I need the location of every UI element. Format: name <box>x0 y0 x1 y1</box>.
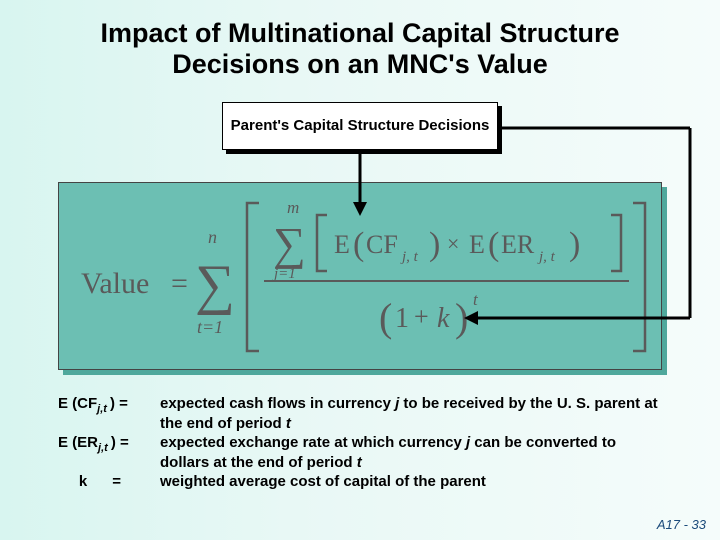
er-sub: j,t <box>98 442 111 454</box>
num-close1: ) <box>429 226 440 263</box>
num-close2: ) <box>569 226 580 263</box>
value-formula-box: Value = n ∑ t=1 m ∑ j=1 E ( <box>58 182 662 370</box>
num-CF: CF <box>366 230 398 259</box>
num-CF-sub: j, t <box>400 249 419 265</box>
formula-face: Value = n ∑ t=1 m ∑ j=1 E ( <box>58 182 662 370</box>
def-row-cf: E (CFj,t ) = expected cash flows in curr… <box>58 394 668 433</box>
num-right-bracket <box>611 215 621 271</box>
definitions: E (CFj,t ) = expected cash flows in curr… <box>58 394 668 492</box>
num-times: × <box>447 231 459 256</box>
cf-sub: j,t <box>97 403 110 415</box>
den-close: ) <box>455 295 468 340</box>
num-E1: E <box>334 230 350 259</box>
box-face: Parent's Capital Structure Decisions <box>222 102 498 150</box>
num-E2: E <box>469 230 485 259</box>
num-left-bracket <box>317 215 327 271</box>
formula-svg: Value = n ∑ t=1 m ∑ j=1 E ( <box>59 183 663 371</box>
outer-sum-sym: ∑ <box>195 254 235 316</box>
num-open2: ( <box>488 226 499 263</box>
den-open: ( <box>379 295 392 340</box>
def-term-er: E (ERj,t ) = <box>58 433 160 472</box>
def-body-k: weighted average cost of capital of the … <box>160 472 668 492</box>
num-ER-sub: j, t <box>537 249 556 265</box>
den-k: k <box>437 303 450 334</box>
inner-sum-top: m <box>287 198 299 217</box>
left-bracket <box>247 203 259 351</box>
slide-title: Impact of Multinational Capital Structur… <box>0 0 720 88</box>
den-one: 1 <box>395 303 409 334</box>
num-open1: ( <box>353 226 364 263</box>
right-bracket <box>633 203 645 351</box>
def-row-k: k = weighted average cost of capital of … <box>58 472 668 492</box>
outer-sum-bot: t=1 <box>197 317 223 337</box>
den-plus: + <box>414 302 429 331</box>
inner-sum-sym: ∑ <box>273 218 306 269</box>
eq-sign: = <box>171 267 188 300</box>
def-body-er: expected exchange rate at which currency… <box>160 433 668 472</box>
def-body-cf: expected cash flows in currency j to be … <box>160 394 668 433</box>
parent-decisions-box: Parent's Capital Structure Decisions <box>222 102 498 150</box>
num-ER: ER <box>501 230 535 259</box>
den-exp: t <box>473 290 479 309</box>
def-row-er: E (ERj,t ) = expected exchange rate at w… <box>58 433 668 472</box>
box-label: Parent's Capital Structure Decisions <box>231 117 490 134</box>
def-term-k: k = <box>58 472 160 492</box>
def-term-cf: E (CFj,t ) = <box>58 394 160 433</box>
lhs-value: Value <box>81 267 149 300</box>
outer-sum-top: n <box>208 227 217 247</box>
slide-footer: A17 - 33 <box>657 517 706 532</box>
inner-sum-bot: j=1 <box>272 266 296 282</box>
